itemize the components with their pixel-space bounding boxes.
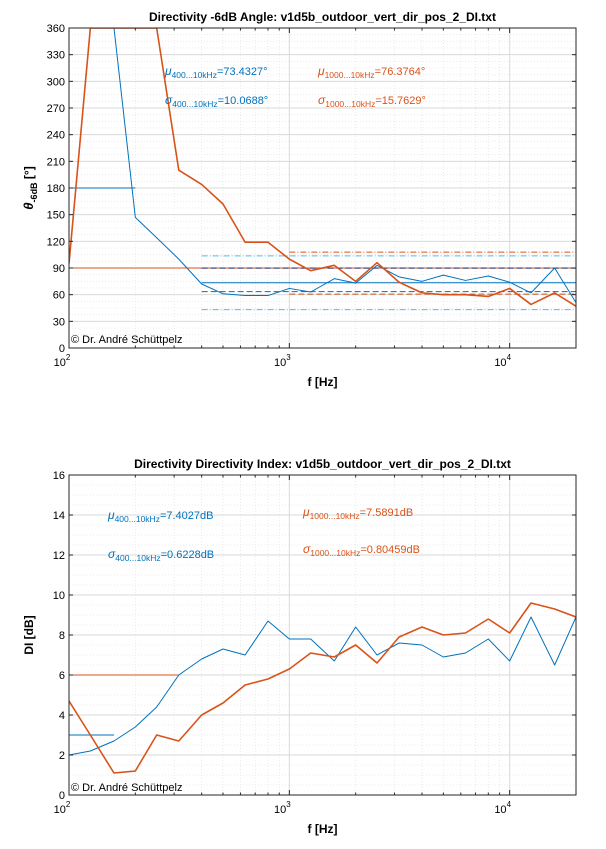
series-line-blue bbox=[69, 616, 576, 756]
y-tick-label: 30 bbox=[53, 316, 65, 328]
copyright-label: © Dr. André Schüttpelz bbox=[71, 782, 182, 794]
y-tick-label: 2 bbox=[59, 750, 65, 762]
y-tick-label: 60 bbox=[53, 290, 65, 302]
x-tick-label: 104 bbox=[494, 353, 511, 369]
y-tick-label: 300 bbox=[47, 76, 65, 88]
y-tick-label: 6 bbox=[59, 670, 65, 682]
y-tick-label: 180 bbox=[47, 183, 65, 195]
data-layer bbox=[69, 602, 576, 774]
x-tick-label: 102 bbox=[54, 800, 71, 816]
stat-annotation: σ400...10kHz=0.6228dB bbox=[108, 547, 214, 563]
x-tick-label: 103 bbox=[274, 353, 291, 369]
stat-annotation: μ400...10kHz=73.4327° bbox=[164, 64, 268, 80]
chart-1: 0 30 60 90 120 150 180 210 240 270 300 330 360 102 103… bbox=[21, 10, 577, 389]
y-tick-label: 4 bbox=[59, 710, 65, 722]
stat-annotation: μ1000...10kHz=76.3764° bbox=[317, 64, 425, 80]
x-tick-label: 102 bbox=[54, 353, 71, 369]
copyright-label: © Dr. André Schüttpelz bbox=[71, 334, 182, 346]
stat-annotation: σ400...10kHz=10.0688° bbox=[165, 93, 268, 109]
series-line-orange bbox=[69, 28, 576, 307]
data-layer bbox=[69, 28, 576, 311]
y-tick-label: 8 bbox=[59, 630, 65, 642]
x-tick-label: 104 bbox=[494, 800, 511, 816]
chart-2: 0 2 4 6 8 10 12 14 16 102 103 104 Directivity Direct… bbox=[22, 457, 577, 836]
y-tick-label: 0 bbox=[59, 790, 65, 802]
y-tick-label: 12 bbox=[53, 550, 65, 562]
y-tick-label: 210 bbox=[47, 156, 65, 168]
series-line-blue bbox=[69, 28, 576, 303]
series-line-orange bbox=[69, 602, 576, 774]
grid bbox=[69, 475, 576, 795]
stat-annotation: σ1000...10kHz=0.80459dB bbox=[303, 542, 420, 558]
y-axis-label: θ-6dB [°] bbox=[21, 166, 39, 209]
grid bbox=[69, 28, 576, 348]
chart-title: Directivity -6dB Angle: v1d5b_outdoor_ve… bbox=[149, 10, 496, 24]
y-tick-label: 0 bbox=[59, 343, 65, 355]
y-tick-label: 360 bbox=[47, 23, 65, 35]
y-tick-label: 240 bbox=[47, 130, 65, 142]
y-tick-label: 10 bbox=[53, 590, 65, 602]
stat-annotation: σ1000...10kHz=15.7629° bbox=[318, 93, 426, 109]
y-axis-label: DI [dB] bbox=[22, 615, 36, 654]
y-tick-label: 16 bbox=[53, 470, 65, 482]
y-tick-label: 330 bbox=[47, 50, 65, 62]
chart-title: Directivity Directivity Index: v1d5b_out… bbox=[134, 457, 511, 471]
x-axis-label: f [Hz] bbox=[308, 375, 338, 389]
y-tick-label: 14 bbox=[53, 510, 65, 522]
x-tick-label: 103 bbox=[274, 800, 291, 816]
stat-annotation: μ400...10kHz=7.4027dB bbox=[107, 508, 213, 524]
stat-annotation: μ1000...10kHz=7.5891dB bbox=[302, 505, 413, 521]
y-tick-label: 120 bbox=[47, 236, 65, 248]
y-tick-label: 150 bbox=[47, 210, 65, 222]
y-tick-label: 270 bbox=[47, 103, 65, 115]
x-axis-label: f [Hz] bbox=[308, 822, 338, 836]
y-tick-label: 90 bbox=[53, 263, 65, 275]
